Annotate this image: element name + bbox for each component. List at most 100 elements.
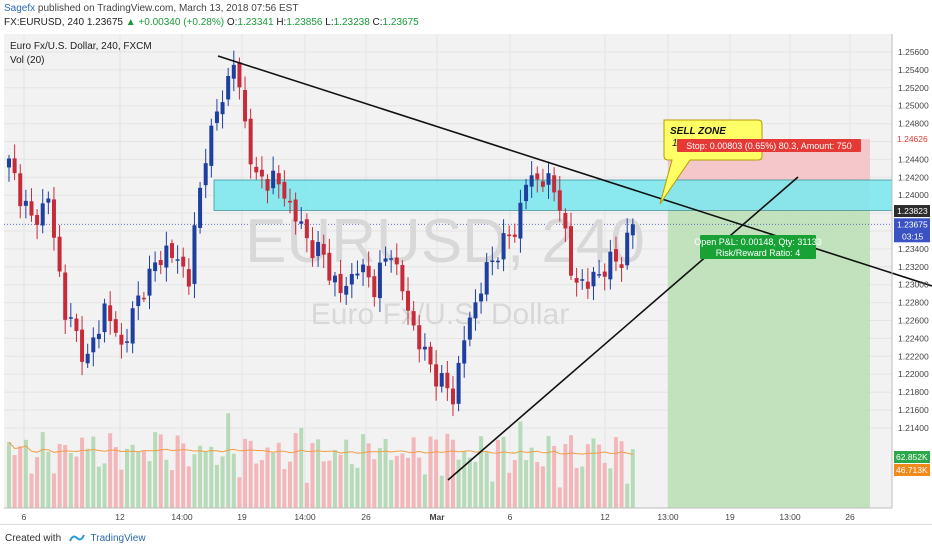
candle <box>254 156 259 180</box>
candle-body <box>91 337 96 353</box>
price-tick-label: 1.25200 <box>898 83 929 93</box>
price-tick-label: 1.21600 <box>898 405 929 415</box>
volume-bar <box>540 466 545 508</box>
high-label: H: <box>276 17 287 28</box>
candle <box>192 212 197 299</box>
candle-body <box>377 262 382 299</box>
time-tick-label: 19 <box>725 512 735 522</box>
candle <box>91 327 96 367</box>
candle-body <box>23 200 28 206</box>
candle <box>512 223 517 243</box>
candle <box>467 311 472 347</box>
volume-bar <box>383 438 388 508</box>
candle-body <box>18 173 23 207</box>
volume-bar <box>169 470 174 508</box>
candle <box>417 315 422 363</box>
candle-body <box>344 285 349 295</box>
candle-body <box>304 219 309 239</box>
volume-bar <box>237 477 242 508</box>
volume-bar <box>147 461 152 508</box>
author-link[interactable]: Sagefx <box>4 3 36 14</box>
published-text: published on TradingView.com, March 13, … <box>37 3 299 14</box>
volume-bar <box>417 457 422 508</box>
countdown-tag: 03:15 <box>902 231 924 241</box>
volume-bar <box>113 447 118 508</box>
volume-bar <box>473 461 478 508</box>
candle <box>372 269 377 307</box>
volume-bar <box>462 451 467 508</box>
candle-body <box>203 163 208 186</box>
candle-body <box>113 319 118 333</box>
candle <box>198 181 203 234</box>
candle <box>259 156 264 189</box>
close-value: 1.23675 <box>382 17 419 28</box>
candle-body <box>479 293 484 302</box>
candle <box>557 176 562 222</box>
publish-header: Sagefx published on TradingView.com, Mar… <box>0 0 932 32</box>
volume-bar <box>276 442 281 508</box>
candle-body <box>299 221 304 224</box>
volume-bar <box>282 469 287 508</box>
price-tick-label: 1.23400 <box>898 244 929 254</box>
price-tick-label: 1.21800 <box>898 387 929 397</box>
candle-body <box>175 259 180 261</box>
volume-bar <box>557 487 562 508</box>
volume-bar <box>366 443 371 508</box>
candle-body <box>439 373 444 387</box>
candle-body <box>484 262 489 295</box>
ascending-trendline[interactable] <box>447 176 799 481</box>
volume-bar <box>220 456 225 508</box>
candle-body <box>40 203 45 226</box>
candle <box>394 243 399 276</box>
candle-body <box>597 274 602 276</box>
volume-bar <box>175 435 180 508</box>
volume-bar <box>406 457 411 508</box>
candle-body <box>254 166 259 173</box>
volume-bar <box>321 461 326 508</box>
volume-bar <box>85 448 90 508</box>
price-tick-label: 1.25000 <box>898 101 929 111</box>
candle-body <box>147 268 152 296</box>
price-tick-label: 1.24400 <box>898 154 929 164</box>
candle <box>125 328 130 353</box>
volume-bar <box>96 466 101 508</box>
volume-bar <box>164 459 169 508</box>
candle-body <box>529 175 534 187</box>
volume-bar <box>445 433 450 508</box>
candle <box>473 289 478 331</box>
price-axis[interactable]: 1.25600 1.25400 1.25200 1.25000 1.24800 1.246… <box>891 34 930 508</box>
brand-link[interactable]: TradingView <box>90 533 146 544</box>
volume-bar <box>434 439 439 508</box>
candle-body <box>198 187 203 228</box>
candle <box>12 144 17 181</box>
candle-body <box>96 333 101 340</box>
candle <box>181 247 186 278</box>
candle-body <box>214 111 219 123</box>
candle-body <box>158 260 163 266</box>
candle <box>243 76 248 129</box>
candle <box>299 207 304 230</box>
volume-bar <box>355 467 360 508</box>
watermark-name: Euro Fx/U.S. Dollar <box>311 298 569 331</box>
candle-body <box>186 269 191 287</box>
volume-bar <box>231 453 236 508</box>
price-chart[interactable]: EURUSD, 240 Euro Fx/U.S. Dollar SELL ZON… <box>0 32 932 524</box>
candle <box>484 252 489 302</box>
ohlc-line: FX:EURUSD, 240 1.23675 ▲ +0.00340 (+0.28… <box>4 17 419 28</box>
candle-body <box>327 252 332 281</box>
volume-bar <box>91 436 96 508</box>
price-tick-label: 1.25400 <box>898 65 929 75</box>
vol-tag-1-bg <box>894 451 930 463</box>
candle <box>479 282 484 314</box>
candle-body <box>57 236 62 272</box>
candle <box>141 291 146 303</box>
candle <box>507 225 512 249</box>
candle-body <box>456 362 461 404</box>
time-axis[interactable]: 6 12 14:00 19 14:00 26 Mar 6 12 13:00 19 13:00 26 <box>4 507 892 522</box>
volume-bar <box>574 467 579 508</box>
candle <box>164 231 169 282</box>
price-tick-label: 1.24000 <box>898 190 929 200</box>
candle <box>288 188 292 214</box>
risk-reward-label: Risk/Reward Ratio: 4 <box>716 248 801 258</box>
candle-body <box>467 317 472 340</box>
